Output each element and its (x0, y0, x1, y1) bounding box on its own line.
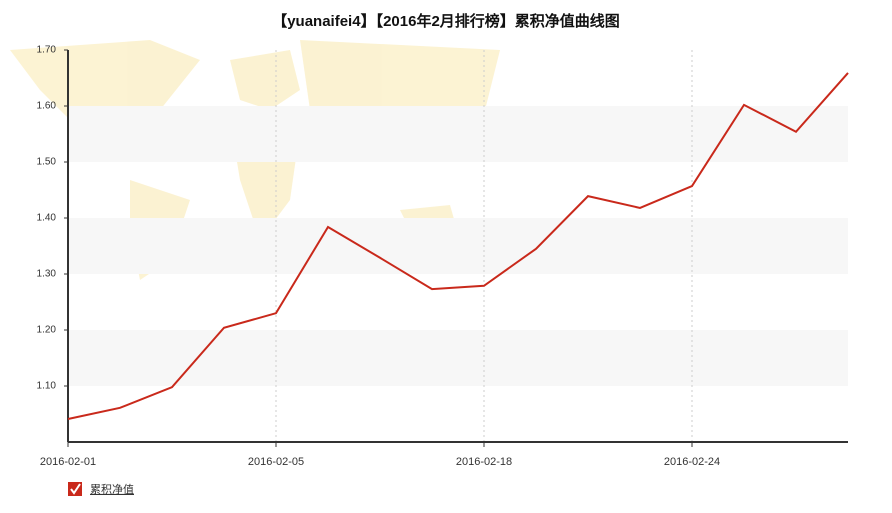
y-tick-label: 1.50 (37, 157, 57, 168)
grid-band (68, 106, 848, 162)
legend[interactable]: 累积净值 (68, 482, 134, 496)
check-mark (70, 483, 81, 495)
y-tick-label: 1.70 (37, 45, 57, 56)
x-tick-label: 2016-02-01 (40, 456, 96, 468)
x-tick-label: 2016-02-24 (664, 456, 720, 468)
series-line (67, 72, 849, 421)
grid-band (68, 330, 848, 386)
y-tick-label: 1.10 (37, 381, 57, 392)
y-tick-label: 1.20 (37, 325, 57, 336)
y-tick-label: 1.40 (37, 213, 57, 224)
grid-band (68, 218, 848, 274)
y-tick-label: 1.30 (37, 269, 57, 280)
chart-title: 【yuanaifei4】【2016年2月排行榜】累积净值曲线图 (272, 12, 620, 30)
x-tick-label: 2016-02-05 (248, 456, 304, 468)
legend-label[interactable]: 累积净值 (90, 482, 134, 496)
y-tick-label: 1.60 (37, 101, 57, 112)
x-tick-label: 2016-02-18 (456, 456, 512, 468)
